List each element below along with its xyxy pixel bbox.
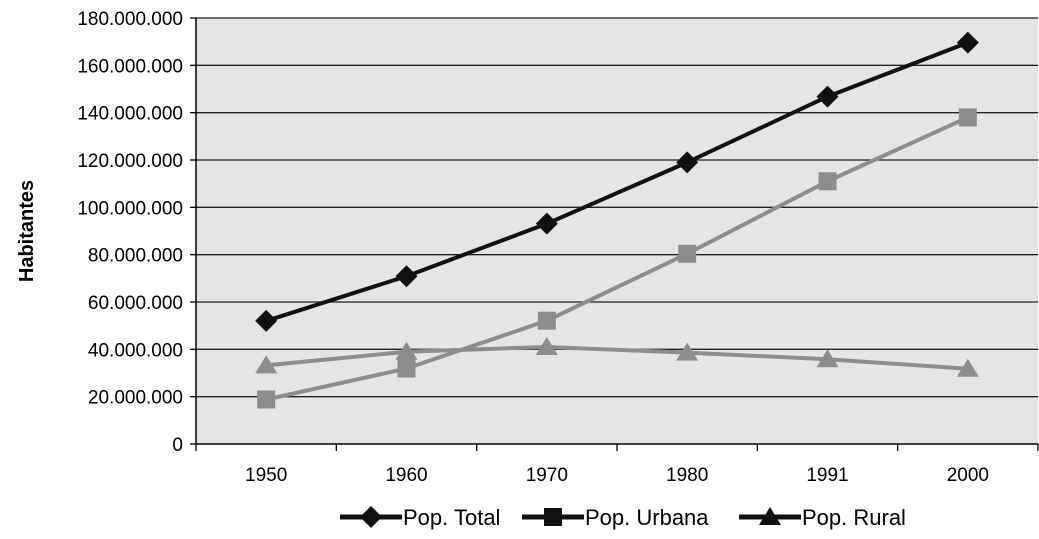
legend-marker	[544, 508, 562, 526]
series-line	[265, 344, 968, 371]
data-point	[816, 349, 839, 368]
data-point	[255, 309, 278, 332]
y-tick-label: 0	[172, 435, 183, 456]
legend-label: Pop. Rural	[802, 505, 906, 530]
series-group	[255, 31, 979, 409]
y-tick-label: 180.000.000	[77, 9, 183, 30]
x-tick-labels: 1950 1960 1970 1980 1991 2000	[245, 465, 989, 486]
data-point	[956, 358, 979, 377]
x-tick-label: 1950	[245, 465, 287, 486]
gridlines	[196, 17, 1038, 398]
data-point	[818, 172, 837, 191]
data-point	[535, 336, 558, 355]
data-point	[395, 265, 418, 288]
data-point	[676, 342, 699, 361]
series-line	[265, 40, 969, 323]
y-tick-label: 60.000.000	[88, 293, 183, 314]
x-tick-label: 1960	[385, 465, 427, 486]
data-point	[676, 151, 699, 174]
series-pop-total	[255, 31, 979, 332]
data-point	[257, 390, 276, 409]
data-point	[678, 244, 697, 263]
legend-marker	[759, 507, 781, 525]
series-pop-urbana	[257, 108, 977, 409]
series-line	[265, 115, 969, 402]
axes	[190, 17, 1039, 451]
data-point	[537, 311, 556, 330]
legend-label: Pop. Total	[403, 505, 500, 530]
legend-label: Pop. Urbana	[585, 505, 709, 530]
data-point	[395, 341, 418, 360]
data-point	[255, 355, 278, 374]
y-tick-label: 140.000.000	[77, 104, 183, 125]
y-tick-labels: 0 20.000.000 40.000.000 60.000.000 80.000.00…	[77, 9, 183, 456]
legend: Pop. Total Pop. Urbana Pop. Rural	[340, 505, 906, 530]
y-axis-label: Habitantes	[16, 180, 38, 282]
x-tick-label: 2000	[947, 465, 989, 486]
data-point	[397, 359, 416, 378]
legend-marker	[360, 506, 382, 528]
plot-area	[196, 18, 1038, 444]
x-tick-label: 1980	[666, 465, 708, 486]
data-point	[956, 31, 979, 54]
data-point	[535, 212, 558, 235]
y-tick-label: 20.000.000	[88, 388, 183, 409]
y-tick-label: 100.000.000	[77, 198, 183, 219]
x-tick-label: 1991	[806, 465, 848, 486]
y-tick-label: 80.000.000	[88, 246, 183, 267]
y-tick-label: 120.000.000	[77, 151, 183, 172]
series-pop-rural	[255, 336, 979, 377]
data-point	[816, 85, 839, 108]
y-tick-label: 40.000.000	[88, 340, 183, 361]
data-point	[958, 108, 977, 127]
y-tick-label: 160.000.000	[77, 56, 183, 77]
x-tick-label: 1970	[526, 465, 568, 486]
